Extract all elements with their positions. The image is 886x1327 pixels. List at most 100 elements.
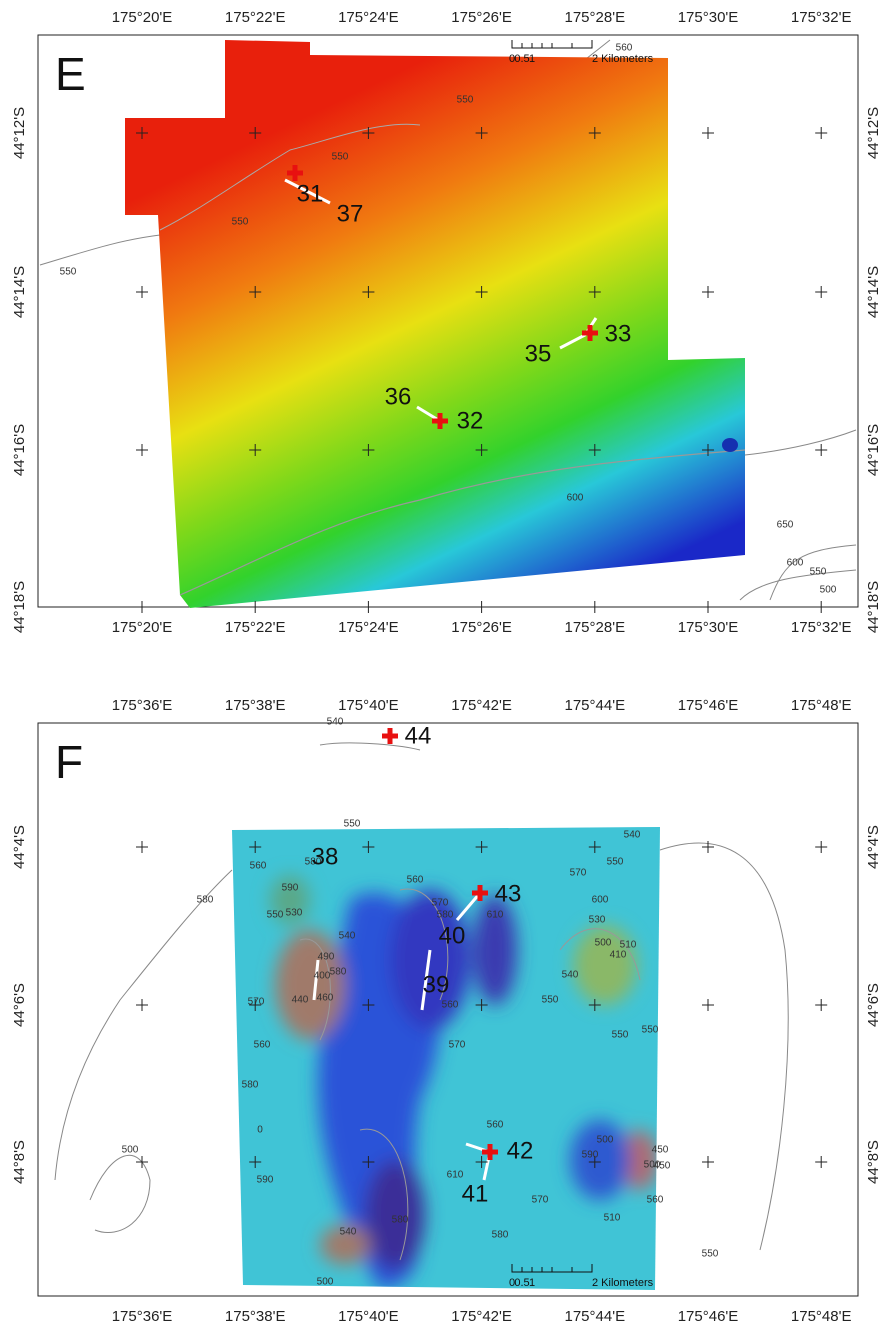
contour-label: 550 — [642, 1025, 659, 1036]
grid-cross — [475, 1156, 488, 1168]
grid-cross — [815, 841, 828, 853]
contour-label: 580 — [242, 1080, 259, 1091]
grid-cross — [249, 999, 262, 1011]
right-lat-label: 44°4'S — [865, 825, 882, 869]
contour-line — [54, 742, 789, 1251]
top-lon-label: 175°40'E — [338, 697, 399, 714]
contour-label: 510 — [620, 940, 637, 951]
contour-label: 550 — [810, 567, 827, 578]
scale-bar-label: 0 — [509, 53, 515, 65]
grid-cross — [702, 601, 714, 613]
contour-label: 560 — [407, 875, 424, 886]
grid-cross — [702, 286, 714, 298]
top-lon-label: 175°42'E — [451, 697, 512, 714]
scale-bar-label: 0.5 — [514, 53, 529, 65]
contour-label: 550 — [267, 910, 284, 921]
right-lat-label: 44°16'S — [865, 424, 882, 476]
grid-cross — [815, 127, 828, 139]
contour-label: 590 — [282, 883, 299, 894]
contour-label: 600 — [567, 493, 584, 504]
station-marker — [432, 413, 448, 429]
contour-label: 550 — [542, 995, 559, 1006]
bottom-lon-label: 175°48'E — [791, 1308, 852, 1325]
station-label: 37 — [337, 200, 364, 227]
grid-cross — [702, 841, 714, 853]
grid-cross — [249, 127, 262, 139]
grid-cross — [249, 444, 262, 456]
grid-cross — [588, 841, 601, 853]
bottom-lon-label: 175°32'E — [791, 619, 852, 636]
contour-label: 580 — [492, 1230, 509, 1241]
grid-cross — [136, 841, 148, 853]
contour-label: 530 — [286, 908, 303, 919]
panel-label: F — [55, 736, 83, 788]
contour-label: 580 — [392, 1215, 409, 1226]
station-marker — [482, 1144, 498, 1160]
contour-label: 560 — [487, 1120, 504, 1131]
contour-label: 500 — [317, 1277, 334, 1288]
grid-cross — [249, 286, 262, 298]
bottom-lon-label: 175°28'E — [565, 619, 626, 636]
grid-cross — [249, 601, 262, 613]
grid-cross — [136, 127, 148, 139]
right-lat-label: 44°18'S — [865, 581, 882, 633]
grid-cross — [815, 999, 828, 1011]
contour-label: 440 — [292, 995, 309, 1006]
bottom-lon-label: 175°30'E — [678, 619, 739, 636]
contour-label: 560 — [250, 861, 267, 872]
contour-label: 610 — [487, 910, 504, 921]
grid-cross — [702, 444, 714, 456]
grid-cross — [136, 286, 148, 298]
contour-label: 550 — [332, 152, 349, 163]
contour-label: 580 — [197, 895, 214, 906]
contour-label: 540 — [340, 1227, 357, 1238]
top-lon-label: 175°44'E — [565, 697, 626, 714]
station-label: 41 — [462, 1180, 489, 1207]
contour-label: 550 — [457, 95, 474, 106]
contour-label: 510 — [604, 1213, 621, 1224]
grid-cross — [475, 999, 488, 1011]
bottom-lon-label: 175°22'E — [225, 619, 286, 636]
station-label: 35 — [525, 340, 552, 367]
bottom-lon-label: 175°44'E — [565, 1308, 626, 1325]
grid-cross — [702, 127, 714, 139]
scale-bar-label: 0.5 — [514, 1277, 529, 1289]
top-lon-label: 175°26'E — [451, 9, 512, 26]
grid-cross — [588, 999, 601, 1011]
grid-cross — [475, 601, 488, 613]
contour-label: 560 — [616, 43, 633, 54]
left-lat-label: 44°4'S — [11, 825, 28, 869]
contour-label: 570 — [570, 868, 587, 879]
grid-cross — [702, 1156, 714, 1168]
grid-cross — [588, 127, 601, 139]
bottom-lon-label: 175°24'E — [338, 619, 399, 636]
bottom-lon-label: 175°36'E — [112, 1308, 173, 1325]
grid-cross — [136, 444, 148, 456]
station-label: 44 — [405, 722, 432, 749]
right-lat-label: 44°12'S — [865, 107, 882, 159]
top-lon-label: 175°30'E — [678, 9, 739, 26]
bottom-lon-label: 175°40'E — [338, 1308, 399, 1325]
bottom-lon-label: 175°42'E — [451, 1308, 512, 1325]
contour-label: 580 — [330, 967, 347, 978]
grid-cross — [588, 601, 601, 613]
grid-cross — [702, 999, 714, 1011]
contour-label: 400 — [314, 971, 331, 982]
grid-cross — [362, 1156, 375, 1168]
contour-label: 500 — [597, 1135, 614, 1146]
contour-label: 540 — [327, 717, 344, 728]
contour-label: 0 — [257, 1125, 263, 1136]
contour-label: 450 — [654, 1161, 671, 1172]
station-label: 38 — [312, 843, 339, 870]
station-marker — [472, 885, 488, 901]
contour-label: 560 — [647, 1195, 664, 1206]
station-label: 42 — [507, 1137, 534, 1164]
contour-label: 570 — [532, 1195, 549, 1206]
station-label: 32 — [457, 407, 484, 434]
grid-cross — [588, 1156, 601, 1168]
station-label: 40 — [439, 922, 466, 949]
top-lon-label: 175°38'E — [225, 697, 286, 714]
top-lon-label: 175°36'E — [112, 697, 173, 714]
contour-label: 550 — [612, 1030, 629, 1041]
